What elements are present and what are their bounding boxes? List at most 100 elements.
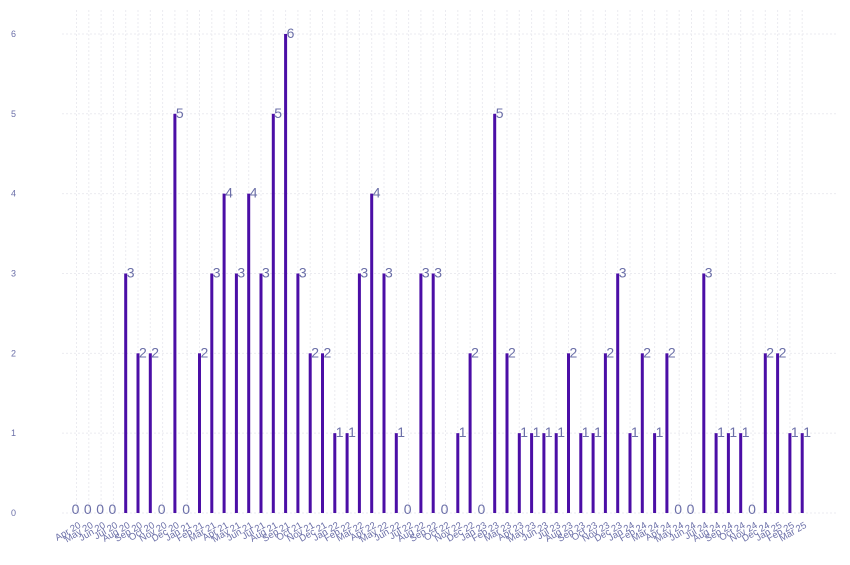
data-label: 3 (705, 264, 713, 280)
bar (702, 273, 706, 513)
bar (788, 433, 792, 513)
bar (382, 273, 386, 513)
data-label: 3 (299, 264, 307, 280)
bar (776, 353, 780, 513)
data-label: 0 (478, 501, 486, 517)
bar (567, 353, 570, 513)
data-label: 1 (717, 424, 725, 440)
bar (739, 433, 743, 513)
bar (542, 433, 546, 513)
data-label: 1 (348, 424, 356, 440)
bar (468, 353, 472, 513)
data-label: 0 (748, 501, 756, 517)
y-tick-label: 3 (11, 268, 16, 278)
data-label: 2 (324, 344, 332, 360)
data-label: 2 (766, 344, 774, 360)
data-label: 2 (201, 344, 209, 360)
data-label: 0 (72, 501, 80, 517)
bar (628, 433, 632, 513)
bar (321, 353, 324, 513)
bar (431, 273, 435, 513)
data-label: 1 (729, 424, 737, 440)
bar (726, 433, 730, 513)
data-label: 2 (779, 344, 787, 360)
data-label: 3 (237, 264, 245, 280)
data-label: 0 (96, 501, 104, 517)
data-label: 1 (791, 424, 799, 440)
data-label: 2 (139, 344, 147, 360)
data-label: 0 (441, 501, 449, 517)
data-label: 3 (360, 264, 368, 280)
data-label: 3 (213, 264, 221, 280)
data-label: 3 (262, 264, 270, 280)
bar (247, 193, 251, 513)
data-label: 4 (373, 185, 381, 201)
data-label: 1 (803, 424, 811, 440)
bar (296, 273, 300, 513)
bar (345, 433, 349, 513)
y-tick-label: 2 (11, 348, 16, 358)
data-label: 1 (557, 424, 565, 440)
data-label: 1 (742, 424, 750, 440)
data-label: 1 (545, 424, 553, 440)
bar (259, 273, 263, 513)
bar (333, 433, 337, 513)
y-tick-label: 4 (11, 189, 16, 199)
bar (530, 433, 534, 513)
bar (370, 193, 374, 513)
data-label: 1 (594, 424, 602, 440)
bar (394, 433, 398, 513)
x-tick-label: Mar 25 (778, 520, 809, 544)
bar (234, 273, 238, 513)
bar (308, 353, 312, 513)
bar (198, 353, 201, 513)
data-label: 6 (287, 25, 295, 41)
data-label: 2 (471, 344, 479, 360)
data-label: 0 (182, 501, 190, 517)
data-label: 3 (619, 264, 627, 280)
bar (517, 433, 521, 513)
data-label: 1 (459, 424, 467, 440)
bar (271, 113, 275, 514)
data-label: 1 (336, 424, 344, 440)
data-label: 1 (631, 424, 639, 440)
bar (222, 193, 226, 513)
bar (603, 353, 607, 513)
y-tick-label: 0 (11, 508, 16, 518)
bar (665, 353, 669, 513)
bar (210, 273, 214, 513)
bar (173, 113, 177, 514)
bar (714, 433, 718, 513)
data-label: 2 (570, 344, 578, 360)
bar (554, 433, 558, 513)
y-tick-label: 6 (11, 29, 16, 39)
bar (357, 273, 361, 513)
data-label: 4 (250, 185, 258, 201)
bar (136, 353, 140, 513)
bar (493, 113, 497, 514)
data-label: 0 (109, 501, 117, 517)
data-label: 2 (606, 344, 614, 360)
data-label: 2 (668, 344, 676, 360)
data-label: 0 (404, 501, 412, 517)
data-label: 3 (127, 264, 135, 280)
y-tick-label: 1 (11, 428, 16, 438)
bar (284, 33, 288, 513)
data-label: 3 (434, 264, 442, 280)
bar (419, 273, 423, 513)
bar (763, 353, 767, 513)
data-label: 2 (508, 344, 516, 360)
data-label: 5 (496, 105, 504, 121)
data-label: 2 (311, 344, 319, 360)
bar (124, 273, 128, 513)
bar (591, 433, 595, 513)
data-label: 3 (385, 264, 393, 280)
bar (579, 433, 583, 513)
bar (505, 353, 509, 513)
data-label: 2 (151, 344, 159, 360)
bar (800, 433, 804, 513)
data-label: 1 (520, 424, 528, 440)
bar (456, 433, 460, 513)
data-label: 1 (533, 424, 541, 440)
